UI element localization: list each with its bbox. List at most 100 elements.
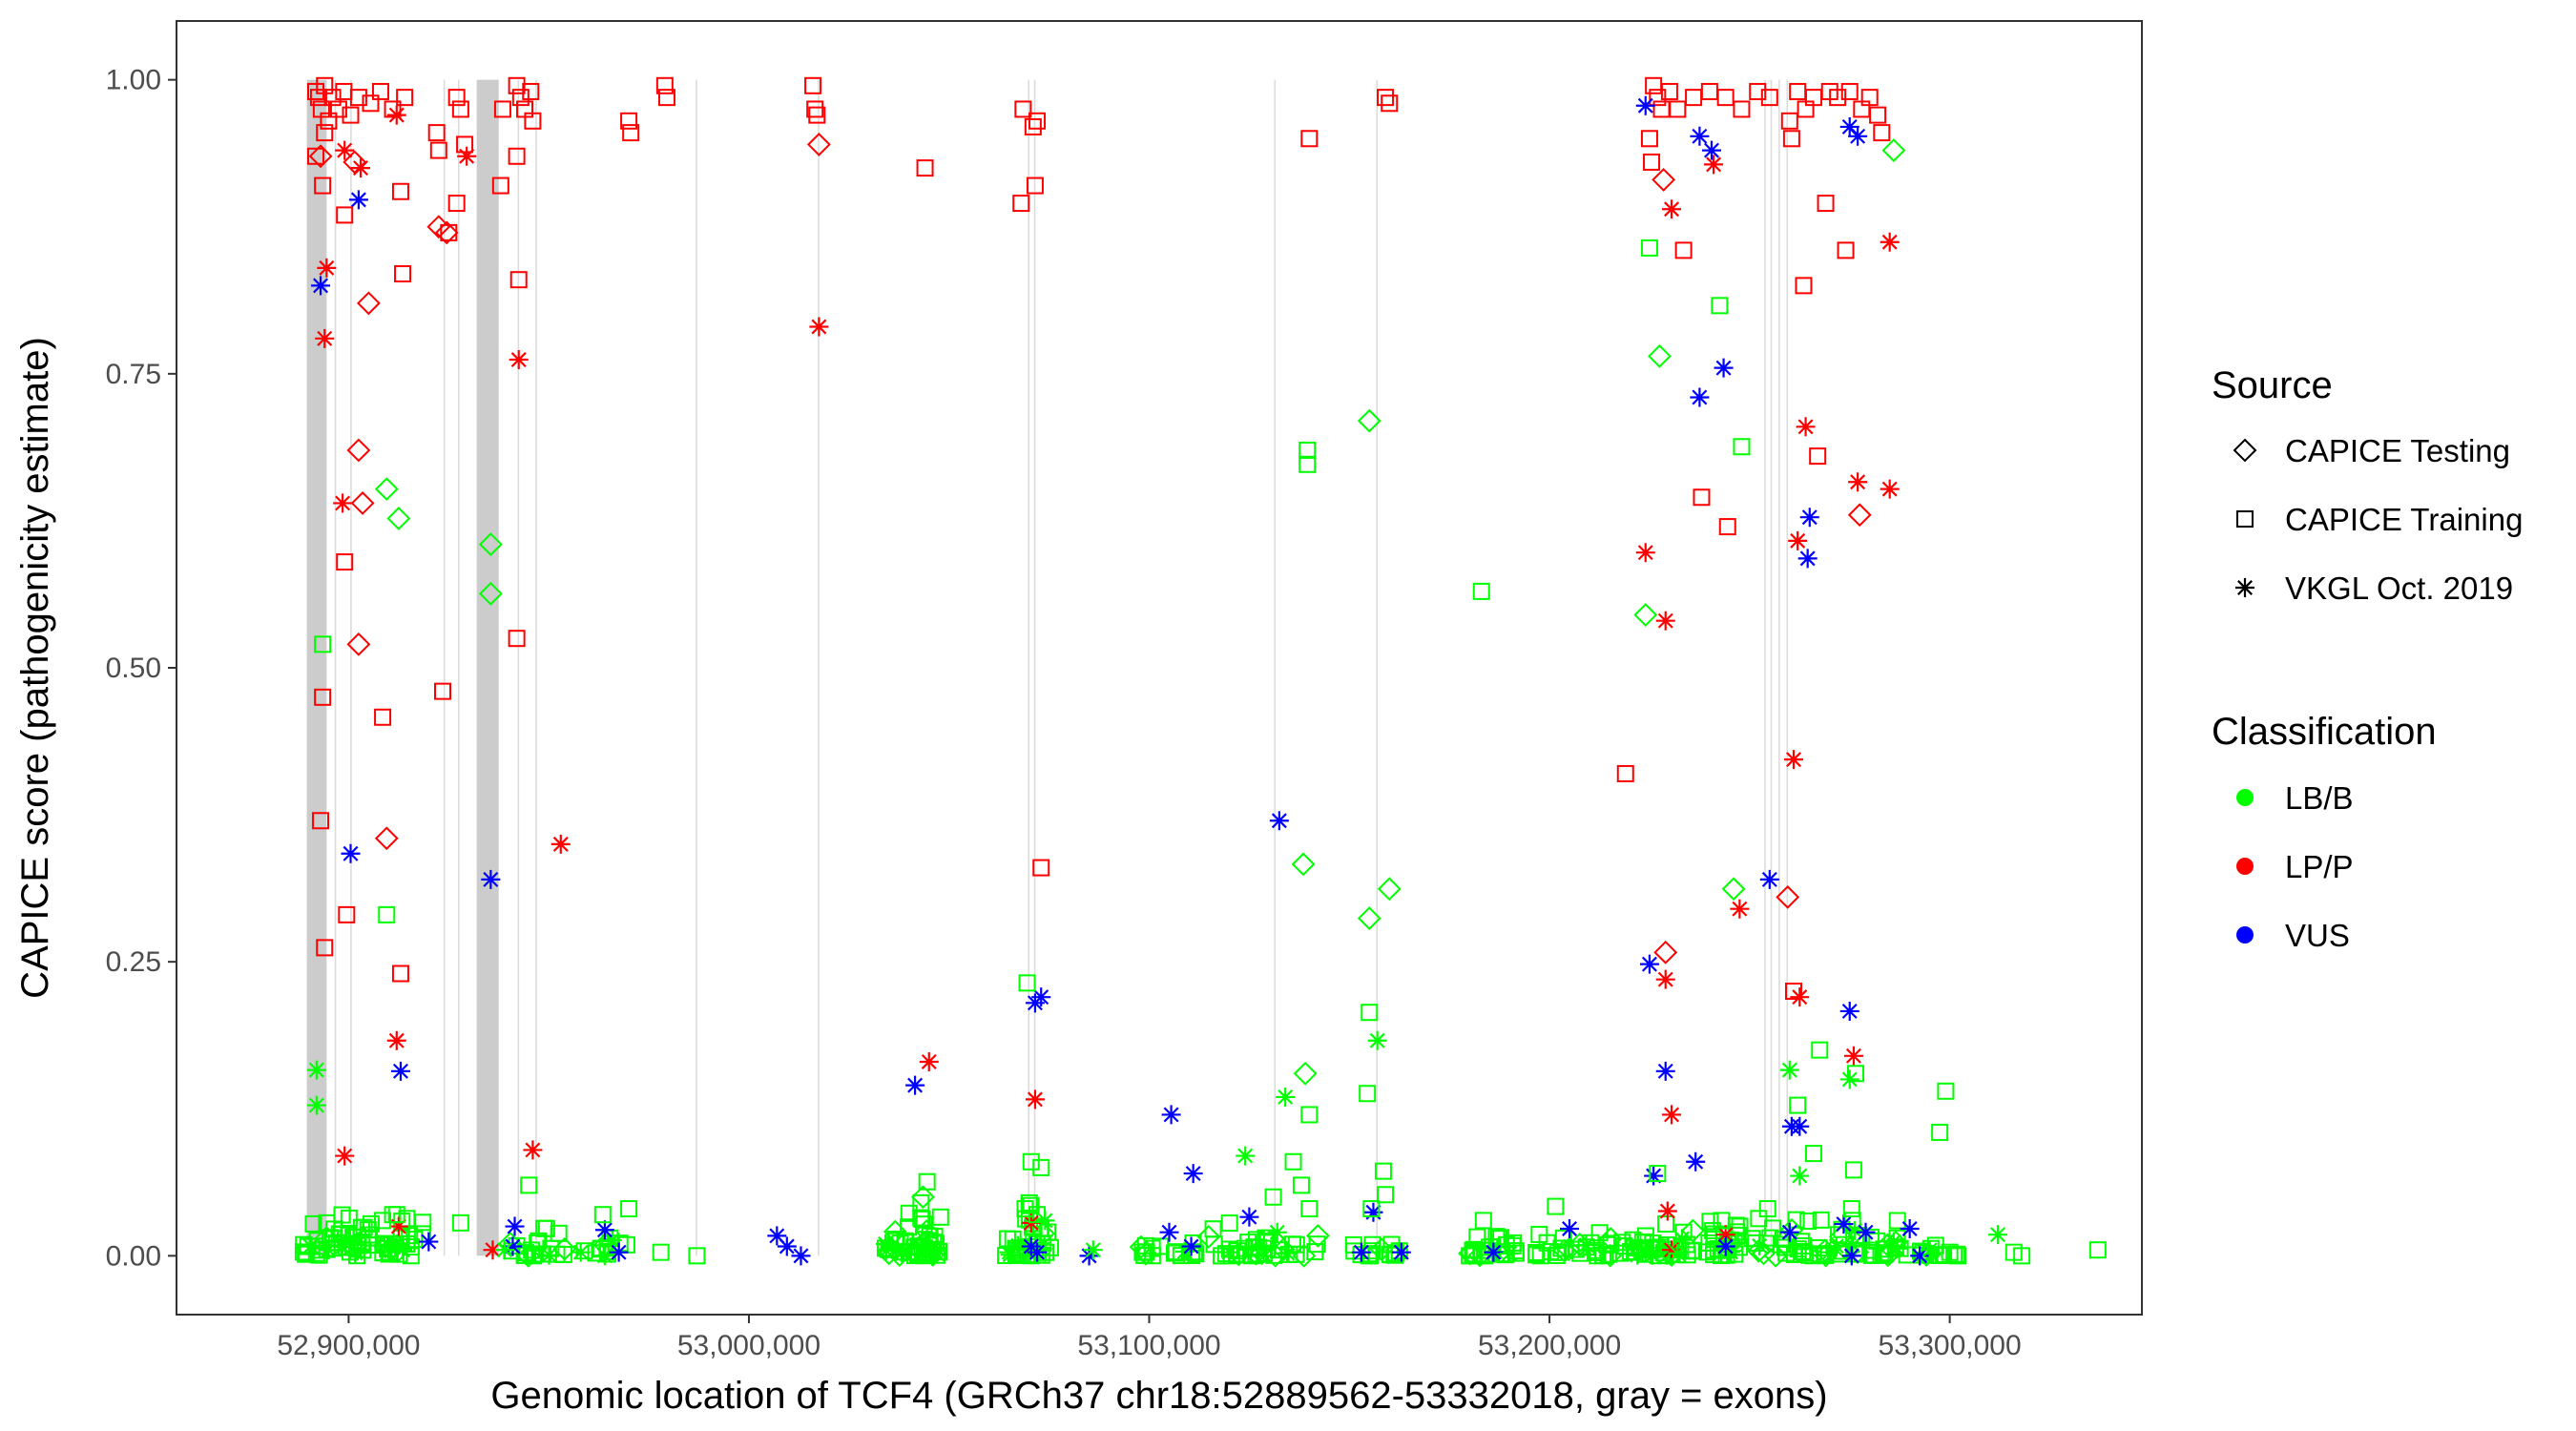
data-point <box>524 112 542 130</box>
data-point <box>1640 130 1658 148</box>
data-point <box>1183 1164 1203 1184</box>
data-point <box>1860 89 1879 107</box>
data-point <box>386 1030 406 1050</box>
data-point <box>1660 82 1678 100</box>
data-point <box>384 100 402 118</box>
data-point-lbb-dense <box>1626 1243 1644 1261</box>
data-point <box>1653 940 1678 964</box>
data-point <box>1841 1246 1861 1266</box>
data-point <box>311 276 331 296</box>
data-point-lbb-dense <box>896 1232 914 1250</box>
data-point <box>593 1206 612 1224</box>
data-point <box>307 147 325 165</box>
data-point <box>594 1220 614 1240</box>
data-point-lbb-dense <box>883 1219 907 1244</box>
data-point <box>1026 176 1044 195</box>
data-point-lbb-dense <box>1761 1229 1779 1247</box>
data-point <box>1264 1188 1282 1206</box>
data-point <box>1655 969 1675 989</box>
data-point <box>1880 479 1900 499</box>
data-point <box>509 271 528 289</box>
data-point <box>1374 1162 1392 1180</box>
data-point <box>1760 89 1778 107</box>
data-point <box>1032 1158 1050 1176</box>
data-point <box>1213 1247 1231 1265</box>
data-point <box>1012 195 1030 213</box>
data-point <box>1856 1222 1876 1242</box>
data-point <box>1733 438 1751 456</box>
data-point <box>1474 1212 1492 1230</box>
legend-class-key <box>2236 789 2254 806</box>
data-point <box>333 493 353 513</box>
data-point <box>371 82 389 100</box>
data-point-lbb-dense <box>1133 1241 1158 1266</box>
data-point <box>1560 1219 1580 1239</box>
data-point <box>317 258 337 278</box>
data-point-lbb-dense <box>1527 1245 1546 1263</box>
data-point <box>388 1216 408 1236</box>
data-point-lbb-dense <box>374 1244 392 1262</box>
data-point <box>362 94 380 113</box>
legend-source-label: VKGL Oct. 2019 <box>2285 570 2513 606</box>
data-point <box>1839 116 1859 136</box>
data-point-lbb-dense <box>910 1245 928 1263</box>
data-point <box>1276 1087 1296 1107</box>
data-point <box>1839 1069 1859 1089</box>
data-point-lbb-dense <box>1382 1235 1401 1254</box>
data-point-lbb-dense <box>1556 1237 1581 1262</box>
data-point <box>1713 1212 1731 1230</box>
data-point <box>1655 1061 1675 1081</box>
data-point <box>1931 1123 1949 1141</box>
legend-class-key <box>2236 858 2254 875</box>
data-point-lbb-dense <box>998 1230 1016 1248</box>
data-point <box>427 124 446 142</box>
legend-class-label: LB/B <box>2285 780 2354 816</box>
data-point-lbb-dense <box>602 1230 622 1250</box>
data-point <box>1749 82 1767 100</box>
data-point <box>391 964 409 983</box>
data-point <box>1300 1200 1319 1218</box>
data-point <box>1847 1065 1865 1083</box>
data-point-lbb-dense <box>1763 1219 1781 1237</box>
data-point-lbb-dense <box>298 1244 316 1262</box>
data-point <box>688 1247 706 1265</box>
data-point <box>1500 1243 1520 1263</box>
data-point <box>1363 1202 1383 1222</box>
data-point <box>1032 859 1050 877</box>
data-point <box>1790 1116 1810 1136</box>
data-point-lbb-dense <box>554 1245 572 1263</box>
data-point <box>342 106 360 124</box>
data-point-lbb-dense <box>1864 1246 1882 1264</box>
data-point <box>1028 112 1047 130</box>
data-point-lbb-dense <box>1576 1235 1596 1255</box>
data-point <box>457 146 477 166</box>
data-point <box>2088 1241 2107 1259</box>
y-tick-label: 0.00 <box>106 1240 161 1272</box>
data-point-lbb-dense <box>901 1243 919 1261</box>
data-point <box>1357 408 1381 433</box>
data-point <box>1284 1152 1302 1171</box>
legend: Source Classification CAPICE Testing CAPI… <box>2212 364 2523 953</box>
data-point <box>1484 1242 1504 1262</box>
data-point <box>1161 1105 1181 1125</box>
data-point <box>1381 94 1399 113</box>
data-point-lbb-dense <box>913 1210 931 1228</box>
data-point-lbb-dense <box>592 1233 617 1257</box>
data-point <box>1181 1236 1201 1256</box>
data-point <box>1693 488 1711 507</box>
data-point <box>1377 1186 1395 1204</box>
data-point <box>905 1075 925 1095</box>
legend-classification-title: Classification <box>2212 711 2437 753</box>
data-point <box>1025 1089 1045 1110</box>
data-point-lbb-dense <box>525 1247 543 1265</box>
data-point <box>1817 195 1835 213</box>
data-point <box>386 507 411 530</box>
data-point <box>419 1232 439 1252</box>
data-point <box>767 1226 787 1246</box>
data-point <box>1298 455 1317 473</box>
data-point <box>503 1236 523 1256</box>
data-point-lbb-dense <box>345 1243 365 1263</box>
data-point-lbb-dense <box>1746 1238 1771 1263</box>
data-point <box>1616 764 1634 782</box>
data-point <box>1987 1225 2007 1245</box>
